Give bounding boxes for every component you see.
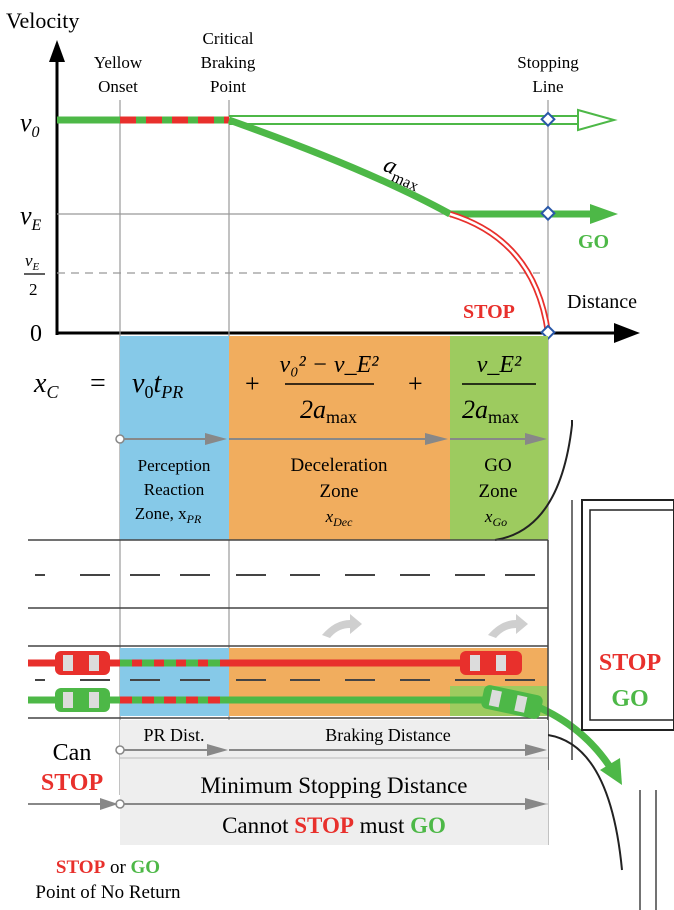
tick-v0: v0 bbox=[20, 108, 40, 141]
cross-road-island-inner bbox=[589, 509, 674, 721]
distances: PR Dist. Braking Distance Minimum Stoppi… bbox=[28, 720, 548, 903]
x-axis-label: Distance bbox=[567, 291, 637, 313]
braking-arrowhead bbox=[525, 744, 547, 756]
critical-label-3: Point bbox=[210, 77, 246, 96]
tick-ve: vE bbox=[20, 201, 42, 234]
eq-plus-1: + bbox=[245, 369, 260, 398]
yellow-onset-label-1: Yellow bbox=[94, 53, 143, 72]
go-label: GO bbox=[578, 231, 609, 253]
tick-zero: 0 bbox=[30, 321, 42, 347]
go-zone-label-3: xGo bbox=[484, 507, 507, 529]
red-car-right bbox=[460, 651, 522, 675]
diamond-zero bbox=[540, 324, 556, 341]
zones: xC = v0tPR + v₀² − v_E² 2amax + v_E² 2am… bbox=[33, 336, 573, 541]
eq-term2-den: 2amax bbox=[300, 395, 357, 427]
stop-label: STOP bbox=[463, 301, 515, 323]
ve-go-arrowhead bbox=[590, 204, 618, 224]
y-axis-arrow bbox=[49, 40, 65, 62]
critical-label-1: Critical bbox=[203, 29, 254, 48]
cross-road-island bbox=[581, 499, 674, 731]
distance-box bbox=[120, 720, 548, 845]
pr-dist-label: PR Dist. bbox=[143, 725, 204, 745]
pr-zone-label-2: Reaction bbox=[144, 480, 205, 499]
eq-term1: v0tPR bbox=[132, 368, 183, 402]
go-zone-label-2: Zone bbox=[478, 481, 517, 502]
cannot-stop-label: Cannot STOP must GO bbox=[222, 813, 446, 838]
stopping-label-1: Stopping bbox=[517, 53, 579, 72]
pr-dist-arrowhead bbox=[207, 744, 228, 756]
dec-arrowhead bbox=[425, 433, 448, 445]
turn-arrow-2 bbox=[488, 614, 528, 638]
eq-term3-den: 2amax bbox=[462, 395, 519, 427]
eq-term3-num: v_E² bbox=[477, 352, 522, 378]
stop-or-go-label: STOP or GO bbox=[56, 857, 160, 878]
left-arrowhead bbox=[100, 798, 118, 810]
eq-term2-num: v₀² − v_E² bbox=[280, 352, 380, 378]
x-axis-arrow bbox=[614, 323, 640, 343]
go-arrowhead bbox=[525, 433, 547, 445]
stopping-label-2: Line bbox=[532, 77, 563, 96]
pr-zone-label-3: Zone, xPR bbox=[135, 504, 202, 526]
eq-equals: = bbox=[90, 368, 106, 399]
tick-vhalf-num: vE bbox=[25, 251, 40, 273]
diamond-v0 bbox=[540, 111, 556, 128]
curb-top-curve bbox=[494, 420, 573, 541]
go-zone-label-1: GO bbox=[484, 455, 511, 476]
dec-zone-label-2: Zone bbox=[319, 481, 358, 502]
eq-plus-2: + bbox=[408, 369, 423, 398]
dec-lane-band bbox=[229, 648, 450, 716]
pr-arrowhead bbox=[205, 433, 227, 445]
zone-arrow-start bbox=[115, 434, 125, 444]
right-stop-label: STOP bbox=[599, 650, 661, 676]
yellow-onset-label-2: Onset bbox=[98, 77, 138, 96]
can-stop-label: STOP bbox=[41, 770, 103, 796]
velocity-chart: Velocity Distance v0 vE vE 2 0 Yellow On… bbox=[6, 8, 640, 845]
pr-lane-band bbox=[120, 648, 229, 716]
can-label: Can bbox=[53, 740, 92, 766]
diamond-ve bbox=[540, 205, 556, 222]
pr-zone-label-1: Perception bbox=[138, 456, 211, 475]
right-go-label: GO bbox=[611, 686, 648, 712]
stop-curve-inner bbox=[449, 212, 550, 334]
road: STOP GO bbox=[28, 499, 674, 910]
dec-zone-label-1: Deceleration bbox=[290, 455, 388, 476]
green-turn-arrowhead bbox=[600, 758, 622, 785]
green-car-left bbox=[55, 688, 110, 712]
min-stop-label: Minimum Stopping Distance bbox=[200, 773, 467, 798]
pr-dist-start bbox=[115, 745, 125, 755]
curb-bottom-curve bbox=[547, 734, 623, 871]
accel-label: amax bbox=[378, 152, 426, 195]
green-car-right bbox=[481, 685, 543, 719]
red-car-left bbox=[55, 651, 110, 675]
ponr-label: Point of No Return bbox=[35, 882, 181, 903]
decel-curve bbox=[227, 116, 452, 218]
y-axis-label: Velocity bbox=[6, 8, 79, 33]
min-stop-arrowhead bbox=[525, 798, 547, 810]
critical-label-2: Braking bbox=[201, 53, 256, 72]
dec-zone-label-3: xDec bbox=[325, 507, 354, 529]
eq-lhs: xC bbox=[33, 368, 59, 402]
turn-arrow-1 bbox=[322, 614, 362, 638]
tick-vhalf-den: 2 bbox=[29, 280, 38, 299]
v0-hollow-arrowhead bbox=[577, 108, 618, 132]
braking-label: Braking Distance bbox=[325, 725, 450, 745]
